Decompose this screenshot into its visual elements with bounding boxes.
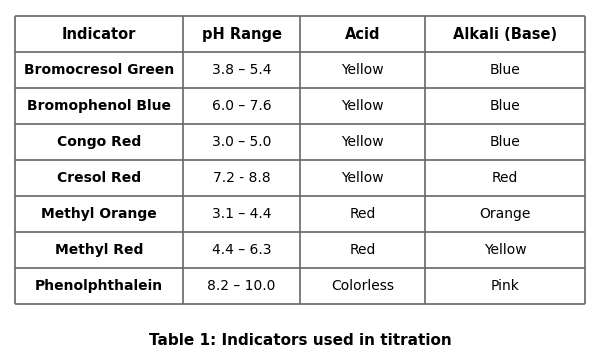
Text: Alkali (Base): Alkali (Base) xyxy=(453,27,557,42)
Text: Red: Red xyxy=(492,171,518,185)
Text: 8.2 – 10.0: 8.2 – 10.0 xyxy=(208,279,276,293)
Text: Cresol Red: Cresol Red xyxy=(57,171,141,185)
Text: Phenolphthalein: Phenolphthalein xyxy=(35,279,163,293)
Text: 3.8 – 5.4: 3.8 – 5.4 xyxy=(212,63,271,77)
Text: Methyl Orange: Methyl Orange xyxy=(41,207,157,221)
Text: 4.4 – 6.3: 4.4 – 6.3 xyxy=(212,243,271,257)
Text: Yellow: Yellow xyxy=(341,99,384,113)
Text: Yellow: Yellow xyxy=(341,171,384,185)
Text: Bromocresol Green: Bromocresol Green xyxy=(24,63,174,77)
Text: 3.1 – 4.4: 3.1 – 4.4 xyxy=(212,207,271,221)
Text: pH Range: pH Range xyxy=(202,27,281,42)
Text: Yellow: Yellow xyxy=(341,63,384,77)
Text: Yellow: Yellow xyxy=(484,243,527,257)
Text: Red: Red xyxy=(350,243,376,257)
Text: Bromophenol Blue: Bromophenol Blue xyxy=(27,99,171,113)
Text: 3.0 – 5.0: 3.0 – 5.0 xyxy=(212,135,271,149)
Text: Acid: Acid xyxy=(345,27,380,42)
Text: Congo Red: Congo Red xyxy=(57,135,141,149)
Text: Table 1: Indicators used in titration: Table 1: Indicators used in titration xyxy=(149,333,451,348)
Text: Blue: Blue xyxy=(490,135,521,149)
Text: Methyl Red: Methyl Red xyxy=(55,243,143,257)
Text: Blue: Blue xyxy=(490,99,521,113)
Text: Blue: Blue xyxy=(490,63,521,77)
Text: Pink: Pink xyxy=(491,279,520,293)
Text: Orange: Orange xyxy=(479,207,531,221)
Text: Indicator: Indicator xyxy=(62,27,136,42)
Text: 7.2 - 8.8: 7.2 - 8.8 xyxy=(213,171,271,185)
Text: Colorless: Colorless xyxy=(331,279,394,293)
Text: Red: Red xyxy=(350,207,376,221)
Text: Yellow: Yellow xyxy=(341,135,384,149)
Text: 6.0 – 7.6: 6.0 – 7.6 xyxy=(212,99,271,113)
